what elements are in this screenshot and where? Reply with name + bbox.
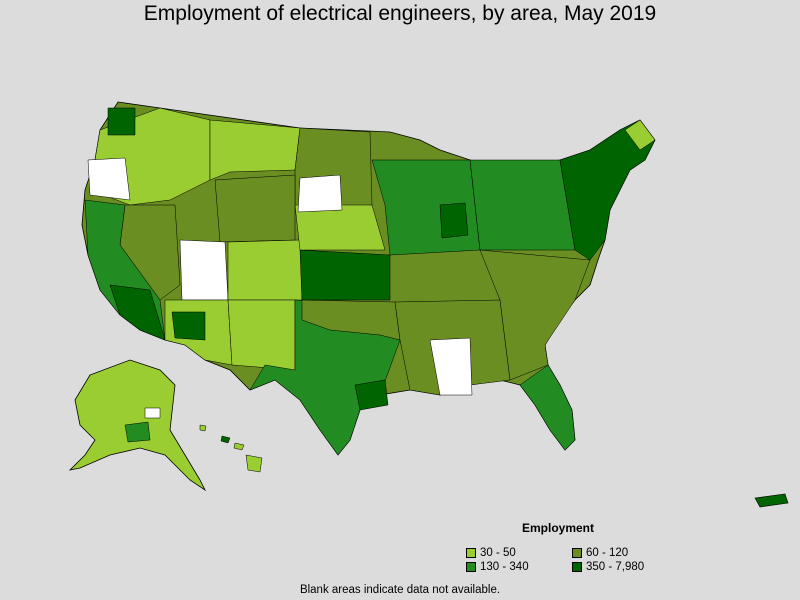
blank-oregon	[87, 157, 131, 201]
blank-nd	[297, 174, 343, 213]
region-phoenix	[171, 311, 206, 341]
region-nebraska	[294, 204, 386, 251]
region-maine	[624, 119, 656, 151]
dark-seattle	[107, 107, 136, 136]
legend-item-60-120: 60 - 120	[572, 547, 628, 559]
hawaii	[199, 424, 263, 473]
region-texas	[249, 299, 401, 456]
legend-item-130-340: 130 - 340	[466, 561, 529, 573]
legend-label: 350 - 7,980	[586, 561, 645, 573]
legend-swatch	[572, 548, 582, 558]
region-socal	[109, 284, 166, 341]
region-wyoming	[214, 174, 296, 243]
legend-item-30-50: 30 - 50	[466, 547, 516, 559]
region-great-lakes	[469, 159, 576, 251]
contiguous-us	[81, 101, 656, 456]
legend-swatch	[466, 562, 476, 572]
map-title: Employment of electrical engineers, by a…	[143, 2, 657, 25]
legend-label: 130 - 340	[480, 561, 529, 573]
region-new-mexico	[227, 299, 296, 371]
region-southeast	[479, 249, 591, 381]
legend-item-350-7980: 350 - 7,980	[572, 561, 644, 573]
blank-mississippi	[429, 337, 473, 396]
region-kansas	[299, 249, 391, 301]
legend-label: 30 - 50	[480, 547, 516, 559]
legend-swatch	[466, 548, 476, 558]
alaska-fairbanks-blank	[144, 407, 161, 419]
legend-swatch	[572, 562, 582, 572]
dark-chicago	[439, 202, 469, 239]
region-montana	[209, 119, 301, 181]
region-northeast	[559, 119, 656, 261]
legend-title: Employment	[522, 521, 595, 535]
legend-label: 60 - 120	[586, 547, 629, 559]
blank-areas-note: Blank areas indicate data not available.	[299, 584, 501, 596]
region-utah-blank	[179, 239, 229, 301]
puerto-rico	[754, 493, 789, 508]
region-florida	[519, 364, 576, 451]
region-colorado	[227, 239, 303, 301]
dark-houston	[354, 379, 389, 411]
alaska-anchorage	[124, 421, 151, 443]
